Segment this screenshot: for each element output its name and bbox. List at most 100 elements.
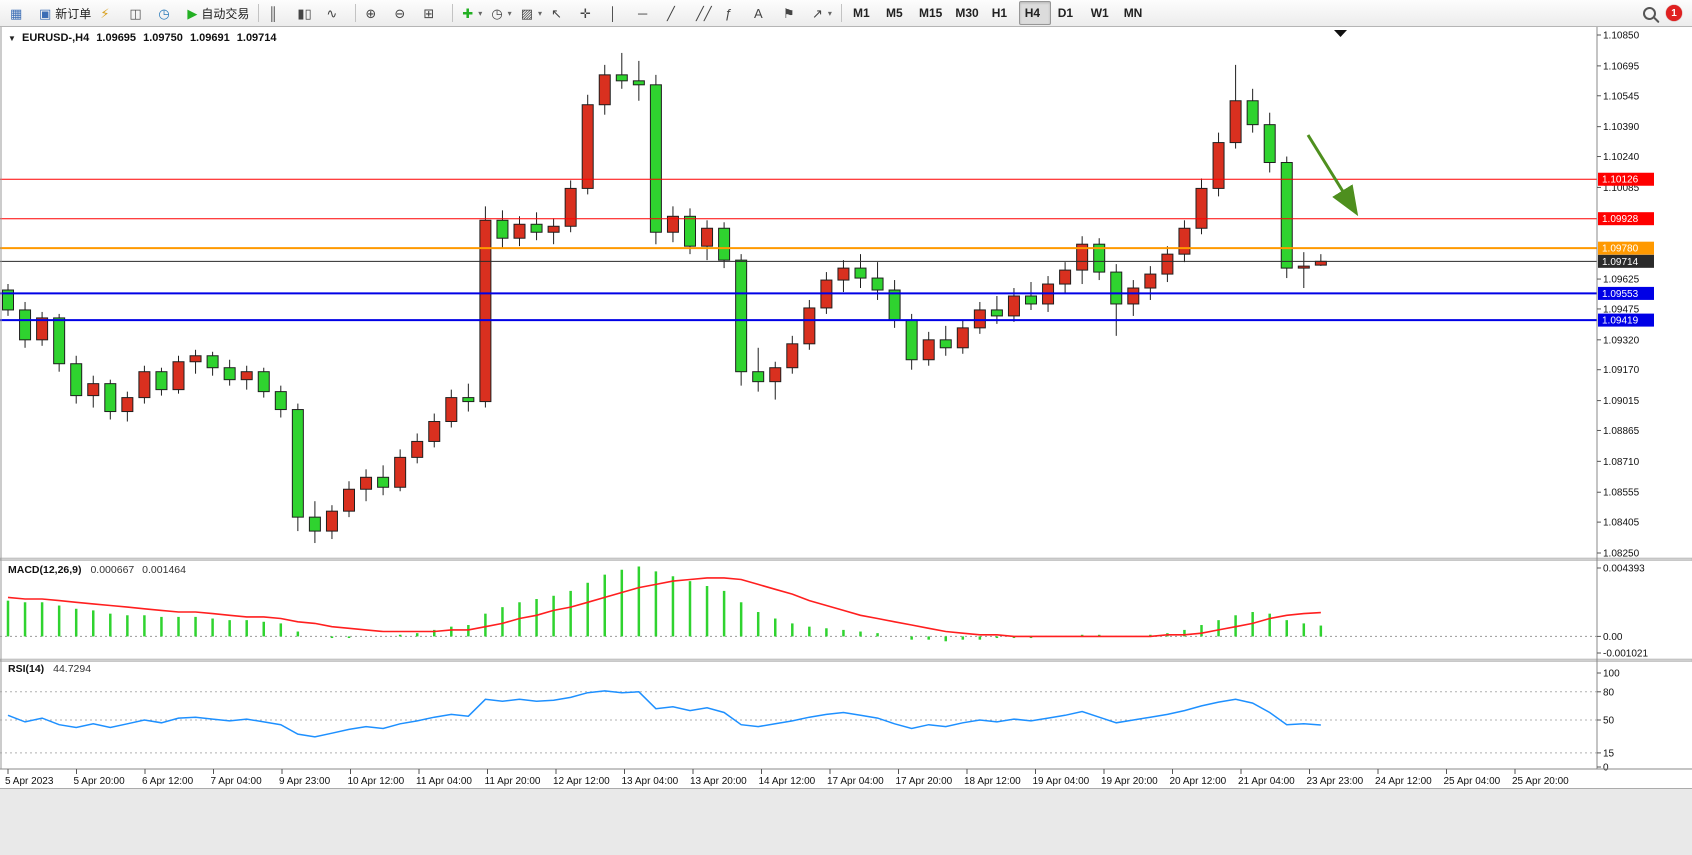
new-order-button[interactable]: ▣ 新订单 <box>35 1 95 25</box>
vertical-line-icon: │ <box>609 5 618 21</box>
crosshair-icon: ✛ <box>580 5 591 21</box>
tf-w1[interactable]: W1 <box>1085 1 1117 25</box>
new-order-button-icon: ▣ <box>39 5 52 21</box>
candlestick-chart-icon[interactable]: ▮▯ <box>293 1 321 25</box>
text-icon[interactable]: A <box>750 1 778 25</box>
chart-end-marker[interactable] <box>1334 30 1347 37</box>
tf-m5[interactable]: M5 <box>880 1 912 25</box>
tf-m1[interactable]: M1 <box>847 1 879 25</box>
time-axis-label: 20 Apr 12:00 <box>1170 776 1227 787</box>
time-axis: 5 Apr 2023 5 Apr 20:00 6 Apr 12:00 7 Apr 04… <box>0 768 1692 787</box>
trendline-icon: ╱ <box>667 5 675 21</box>
price-axis-label: 1.08250 <box>1603 549 1640 560</box>
macd-signal-line <box>7 577 1321 638</box>
chevron-down-icon: ▾ <box>478 8 483 18</box>
periods-icon[interactable]: ◷ ▾ <box>487 1 515 25</box>
indicators-icon: ✚ <box>462 5 474 21</box>
tf-mn[interactable]: MN <box>1118 1 1150 25</box>
low-value: 1.09691 <box>189 32 230 44</box>
macd-axis-label: -0.001021 <box>1603 649 1648 660</box>
line-chart-icon: ∿ <box>326 5 338 21</box>
price-axis-label: 1.10085 <box>1603 183 1640 194</box>
history-icon[interactable]: ◷ <box>154 1 182 25</box>
time-axis-label: 9 Apr 23:00 <box>279 776 331 787</box>
charts-icon[interactable]: ◫ <box>125 1 153 25</box>
chevron-down-icon: ▾ <box>827 8 832 18</box>
cursor-icon[interactable]: ↖ <box>547 1 575 25</box>
price-axis-label: 1.09625 <box>1603 275 1640 286</box>
indicators-icon[interactable]: ✚ ▾ <box>458 1 486 25</box>
horizontal-line-icon[interactable]: ─ <box>634 1 662 25</box>
svg-text:1.09780: 1.09780 <box>1602 244 1639 255</box>
macd-signal-value: 0.001464 <box>142 564 186 576</box>
periods-icon: ◷ <box>491 5 503 21</box>
panel-splitter[interactable] <box>0 557 1692 561</box>
price-axis-label: 1.08555 <box>1603 488 1640 499</box>
templates-icon[interactable]: ▨ ▾ <box>517 1 546 25</box>
rsi-panel <box>0 690 1597 754</box>
label-icon[interactable]: ⚑ <box>779 1 807 25</box>
zoom-in-icon[interactable]: ⊕ <box>361 1 389 25</box>
time-axis-label: 19 Apr 04:00 <box>1033 776 1090 787</box>
auto-trading-button[interactable]: ▶ 自动交易 <box>183 1 253 25</box>
zoom-out-icon[interactable]: ⊖ <box>390 1 418 25</box>
price-axis-label: 1.10850 <box>1603 31 1640 42</box>
macd-value: 0.000667 <box>90 564 135 576</box>
notification-badge[interactable]: 1 <box>1666 5 1682 21</box>
time-axis-label: 24 Apr 12:00 <box>1375 776 1432 787</box>
time-axis-label: 21 Apr 04:00 <box>1238 776 1295 787</box>
price-axis-label: 1.08710 <box>1603 457 1640 468</box>
time-axis-label: 11 Apr 20:00 <box>485 776 541 787</box>
tf-h4[interactable]: H4 <box>1018 1 1051 25</box>
svg-text:1.09928: 1.09928 <box>1602 214 1639 225</box>
time-axis-label: 25 Apr 20:00 <box>1512 776 1569 787</box>
price-tag-support: 1.09419 <box>1598 313 1654 327</box>
tf-m5-label: M5 <box>886 6 903 20</box>
compiler-icon[interactable]: ⚡ <box>96 1 124 25</box>
tf-h1[interactable]: H1 <box>986 1 1018 25</box>
new-chart-icon[interactable]: ▦ <box>6 1 34 25</box>
price-tag-support: 1.09553 <box>1598 286 1654 300</box>
auto-trading-button-icon: ▶ <box>187 5 198 21</box>
fibonacci-icon[interactable]: ƒ <box>721 1 749 25</box>
arrows-icon[interactable]: ↗ ▾ <box>808 1 836 25</box>
tile-windows-icon[interactable]: ⊞ <box>419 1 447 25</box>
price-axis-label: 1.08405 <box>1603 518 1640 529</box>
chart-background <box>0 27 1692 788</box>
price-tag-bid: 1.09714 <box>1598 254 1654 268</box>
toolbar-separator <box>258 4 260 22</box>
rsi-name: RSI(14) <box>8 663 45 675</box>
time-axis-label: 18 Apr 12:00 <box>964 776 1021 787</box>
price-axis: 1.10850 1.10695 1.10545 1.10390 1.10240 1.100… <box>1596 27 1654 774</box>
crosshair-icon[interactable]: ✛ <box>576 1 604 25</box>
search-icon[interactable] <box>1643 6 1656 20</box>
time-axis-label: 12 Apr 12:00 <box>553 776 610 787</box>
channel-icon[interactable]: ╱╱ <box>692 1 720 25</box>
high-value: 1.09750 <box>143 32 183 44</box>
time-axis-label: 17 Apr 04:00 <box>827 776 884 787</box>
templates-icon: ▨ <box>520 5 533 21</box>
level-lines[interactable] <box>0 178 1597 322</box>
line-chart-icon[interactable]: ∿ <box>322 1 350 25</box>
time-axis-label: 13 Apr 04:00 <box>622 776 679 787</box>
panel-splitter[interactable] <box>0 658 1692 662</box>
tf-d1[interactable]: D1 <box>1052 1 1084 25</box>
price-tag-resistance: 1.10126 <box>1598 172 1654 186</box>
svg-text:1.09553: 1.09553 <box>1602 289 1639 300</box>
time-axis-label: 17 Apr 20:00 <box>896 776 953 787</box>
vertical-line-icon[interactable]: │ <box>605 1 633 25</box>
tf-m30[interactable]: M30 <box>949 1 984 25</box>
cursor-icon: ↖ <box>551 5 562 21</box>
price-tag-resistance: 1.09928 <box>1598 212 1654 226</box>
chart-collapse-icon[interactable]: ▼ <box>8 34 16 43</box>
price-axis-label: 1.08865 <box>1603 426 1640 437</box>
chart-canvas[interactable]: 1.10850 1.10695 1.10545 1.10390 1.10240 1.100… <box>0 27 1692 788</box>
trend-arrow-annotation[interactable] <box>1306 134 1359 217</box>
bar-chart-icon[interactable]: ║ <box>264 1 292 25</box>
price-axis-label: 1.10545 <box>1603 91 1640 102</box>
trendline-icon[interactable]: ╱ <box>663 1 691 25</box>
tf-w1-label: W1 <box>1090 6 1109 20</box>
tf-m15[interactable]: M15 <box>913 1 948 25</box>
rsi-panel-label: RSI(14) 44.7294 <box>8 663 96 675</box>
toolbar-separator <box>452 4 454 22</box>
